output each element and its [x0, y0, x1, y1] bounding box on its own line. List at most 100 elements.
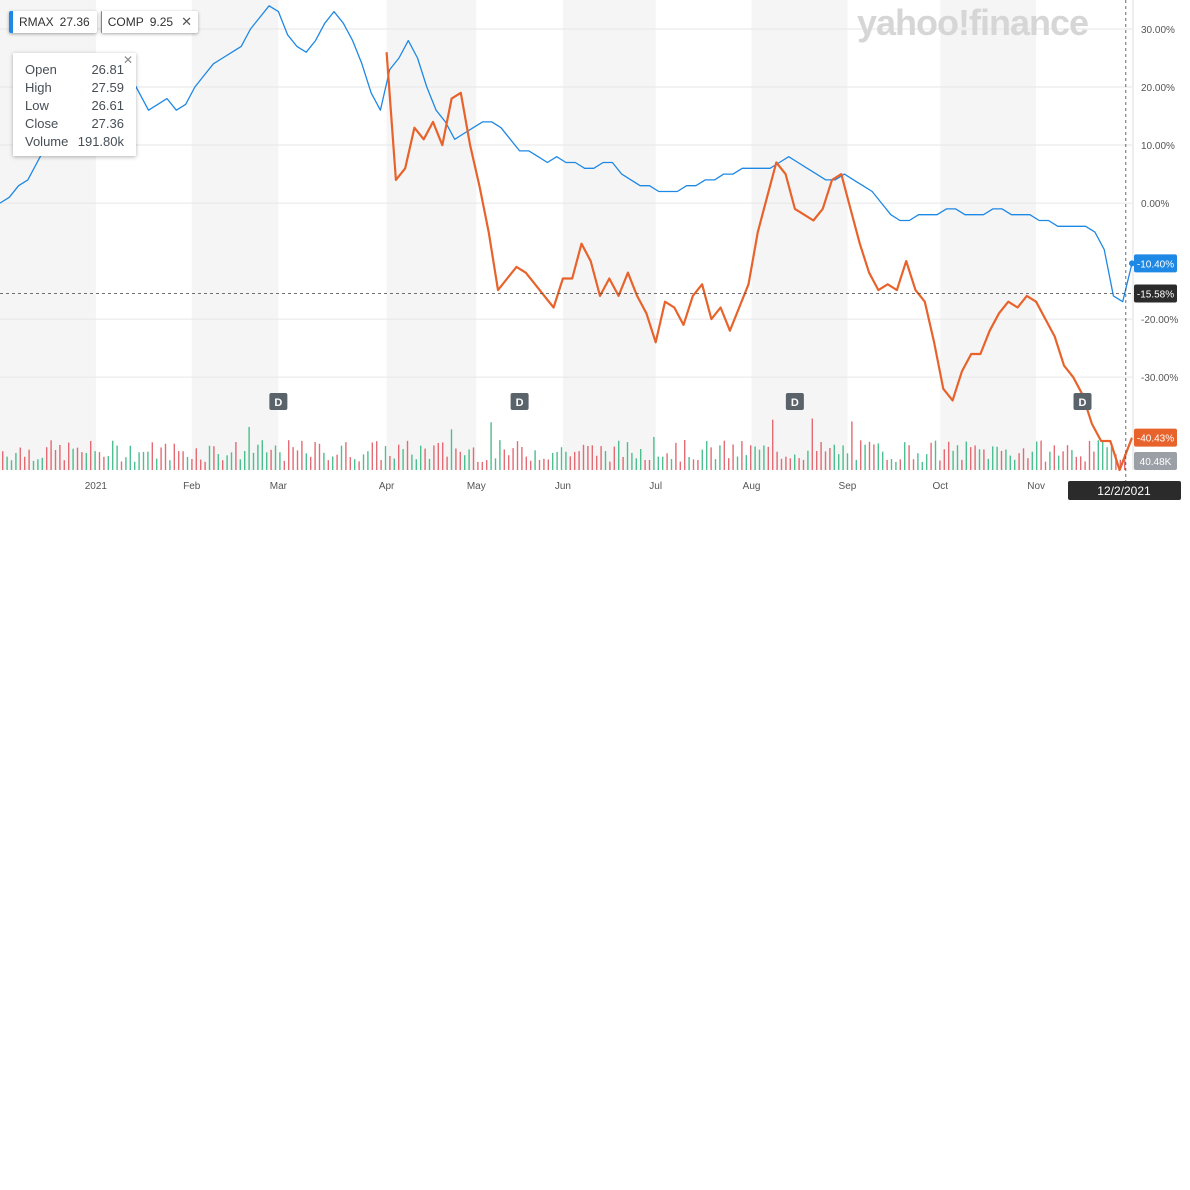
y-tick-label: -30.00%: [1141, 373, 1178, 384]
volume-bar: [349, 457, 351, 470]
volume-bar: [415, 459, 417, 470]
volume-bar: [503, 449, 505, 470]
volume-bar: [745, 455, 747, 470]
volume-bar: [94, 451, 96, 470]
volume-bar: [50, 440, 52, 470]
volume-bar: [389, 455, 391, 470]
volume-bar: [939, 460, 941, 470]
volume-bar: [46, 447, 48, 470]
volume-bar: [530, 460, 532, 470]
volume-bar: [327, 460, 329, 470]
volume-bar: [807, 450, 809, 470]
y-tick-label: -20.00%: [1141, 315, 1178, 326]
volume-bar: [81, 452, 83, 470]
month-band: [940, 0, 1037, 470]
volume-bar: [842, 445, 844, 470]
legend-chip-comp[interactable]: COMP 9.25 ✕: [101, 11, 198, 33]
dividend-marker: [785, 393, 804, 410]
x-tick-label: 2021: [85, 481, 108, 492]
volume-bar: [222, 460, 224, 470]
volume-bar: [257, 444, 259, 470]
volume-bar: [464, 455, 466, 470]
volume-bar: [90, 440, 92, 470]
legend-chip-rmax[interactable]: RMAX 27.36: [9, 11, 97, 33]
volume-bar: [864, 444, 866, 470]
volume-bar: [921, 461, 923, 470]
volume-bar: [560, 447, 563, 470]
legend-value: 27.36: [59, 15, 90, 29]
volume-bar: [1093, 451, 1095, 470]
volume-bar: [1124, 454, 1126, 470]
dividend-label: D: [274, 397, 282, 409]
comparison-chart[interactable]: D D D D 30.00% 20.00% 10.00% 0.00% -20.00% -30.0…: [0, 0, 1190, 505]
volume-bar: [76, 447, 79, 470]
volume-bar: [767, 446, 769, 470]
volume-bar: [459, 451, 461, 470]
volume-bar: [798, 458, 800, 470]
volume-bar: [899, 459, 901, 470]
volume-bar: [525, 456, 527, 470]
volume-bar: [675, 442, 677, 470]
volume-bar: [266, 452, 268, 470]
volume-bar: [195, 448, 197, 470]
volume-bar: [653, 436, 655, 470]
x-tick-label: Jul: [649, 481, 662, 492]
volume-bar: [1075, 456, 1077, 470]
volume-bar: [912, 459, 915, 470]
volume-bar: [490, 422, 492, 470]
volume-bar: [354, 459, 356, 470]
volume-bar: [1031, 451, 1033, 470]
volume-bar: [274, 445, 277, 470]
volume-bar: [178, 451, 180, 470]
volume-bar: [666, 453, 668, 470]
volume-bar: [970, 447, 972, 470]
dividend-label: D: [516, 397, 524, 409]
volume-bar: [235, 442, 237, 470]
volume-bar: [640, 449, 642, 470]
chart-canvas[interactable]: D D D D 30.00% 20.00% 10.00% 0.00% -20.00% -30.0…: [0, 0, 1190, 505]
volume-bar: [996, 446, 998, 470]
volume-bar: [851, 421, 853, 470]
volume-bar: [420, 445, 422, 470]
volume-bar: [481, 461, 483, 470]
volume-bar: [1009, 455, 1011, 470]
y-tick-label: 10.00%: [1141, 141, 1175, 152]
volume-end-label: 40.48K: [1140, 457, 1172, 468]
x-tick-label: Sep: [839, 481, 857, 492]
volume-bar: [1080, 456, 1082, 470]
y-tick-label: 30.00%: [1141, 25, 1175, 36]
volume-bar: [714, 459, 717, 470]
volume-bar: [961, 459, 963, 470]
volume-bar: [838, 454, 840, 470]
volume-bar: [477, 461, 479, 470]
dividend-label: D: [791, 397, 799, 409]
volume-bar: [604, 451, 607, 470]
volume-bar: [1053, 445, 1055, 470]
volume-bar: [824, 451, 827, 470]
volume-bar: [1022, 448, 1025, 470]
tooltip-row-volume: Volume 191.80k: [25, 134, 124, 149]
volume-bar: [582, 444, 585, 470]
volume-bar: [98, 452, 101, 470]
volume-bar: [151, 442, 153, 470]
volume-bar: [380, 460, 382, 470]
remove-comparison-icon[interactable]: ✕: [181, 14, 192, 29]
volume-bar: [112, 440, 114, 470]
tooltip-row-open: Open 26.81: [25, 62, 124, 77]
volume-bar: [142, 451, 145, 470]
volume-bar: [455, 448, 457, 470]
close-icon[interactable]: ✕: [122, 53, 133, 67]
volume-bar: [288, 440, 290, 470]
volume-bar: [72, 448, 74, 470]
volume-bar: [486, 460, 488, 470]
comp-end-label: -40.43%: [1137, 434, 1174, 445]
volume-bar: [732, 444, 734, 470]
volume-bar: [24, 456, 26, 470]
volume-bar: [670, 459, 673, 470]
volume-bar: [521, 447, 523, 470]
month-band: [386, 0, 477, 470]
tooltip-value: 191.80k: [77, 134, 124, 149]
volume-bar: [28, 449, 30, 470]
volume-bar: [384, 446, 387, 470]
